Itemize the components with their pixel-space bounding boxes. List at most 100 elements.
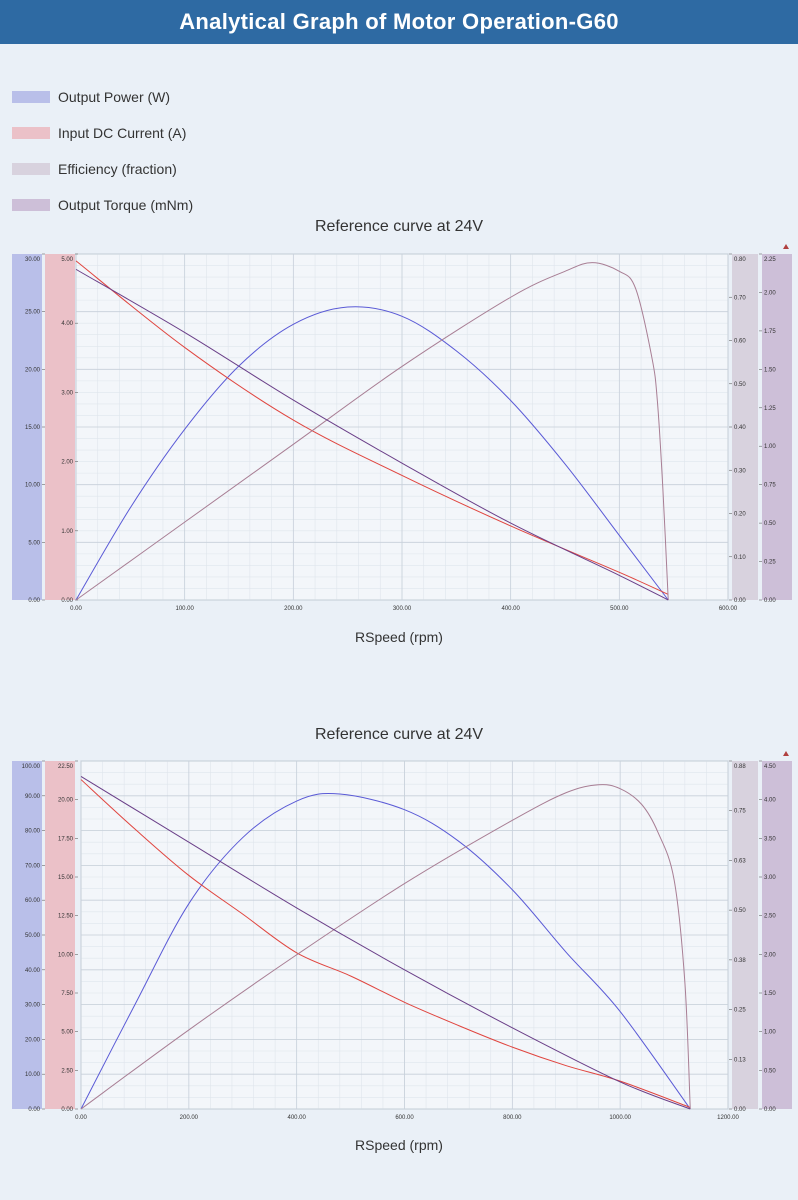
y-tick-label-efficiency: 0.00: [734, 598, 746, 604]
y-tick-label-current: 12.50: [58, 914, 74, 920]
y-tick-label-torque: 0.50: [764, 1068, 776, 1074]
y-tick-label-efficiency: 0.20: [734, 512, 746, 518]
y-tick-label-efficiency: 0.00: [734, 1107, 746, 1113]
x-tick-label: 1200.00: [717, 1115, 739, 1121]
chart-1-xlabel: RSpeed (rpm): [355, 629, 443, 645]
axis-band-power: [12, 761, 42, 1109]
y-tick-label-current: 1.00: [61, 529, 73, 535]
y-tick-label-current: 7.50: [61, 991, 73, 997]
y-tick-label-power: 40.00: [25, 968, 41, 974]
y-tick-label-current: 22.50: [58, 764, 74, 770]
series-line-power: [75, 306, 669, 601]
y-tick-label-power: 15.00: [25, 425, 41, 431]
y-tick-label-torque: 4.50: [764, 764, 776, 770]
y-tick-label-torque: 0.00: [764, 598, 776, 604]
y-tick-label-power: 20.00: [25, 367, 41, 373]
y-tick-label-power: 60.00: [25, 898, 41, 904]
series-line-current: [75, 260, 669, 595]
y-tick-label-torque: 1.00: [764, 1030, 776, 1036]
y-tick-label-efficiency: 0.13: [734, 1057, 746, 1063]
y-tick-label-torque: 0.25: [764, 560, 776, 566]
page-title: Analytical Graph of Motor Operation-G60: [179, 9, 619, 34]
y-tick-label-torque: 3.00: [764, 875, 776, 881]
y-tick-label-current: 17.50: [58, 836, 74, 842]
axis-band-current: [45, 761, 75, 1109]
legend-label: Output Power (W): [58, 89, 171, 105]
chart-2-title: Reference curve at 24V: [314, 726, 484, 743]
y-tick-label-torque: 1.25: [764, 406, 776, 412]
y-tick-label-torque: 1.50: [764, 991, 776, 997]
y-tick-label-torque: 2.25: [764, 257, 776, 263]
y-tick-label-torque: 4.00: [764, 798, 776, 804]
axis-band-torque: [762, 254, 792, 600]
y-tick-label-torque: 1.00: [764, 444, 776, 450]
y-tick-label-torque: 0.75: [764, 483, 776, 489]
y-tick-label-power: 25.00: [25, 310, 41, 316]
y-tick-label-efficiency: 0.50: [734, 382, 746, 388]
y-tick-label-efficiency: 0.60: [734, 339, 746, 345]
axis-band-efficiency: [732, 254, 758, 600]
y-tick-label-power: 70.00: [25, 863, 41, 869]
x-tick-label: 0.00: [70, 606, 82, 612]
series-line-efficiency: [80, 784, 691, 1110]
y-tick-label-efficiency: 0.63: [734, 858, 746, 864]
series-line-efficiency: [75, 262, 669, 601]
y-tick-label-power: 80.00: [25, 829, 41, 835]
x-tick-label: 300.00: [393, 606, 412, 612]
y-tick-label-efficiency: 0.25: [734, 1008, 746, 1014]
y-tick-label-current: 2.00: [61, 460, 73, 466]
y-tick-label-current: 15.00: [58, 875, 74, 881]
x-tick-label: 0.00: [75, 1115, 87, 1121]
y-tick-label-torque: 0.00: [764, 1107, 776, 1113]
y-tick-label-current: 10.00: [58, 952, 74, 958]
legend-swatch: [12, 163, 50, 175]
y-tick-label-current: 4.00: [61, 321, 73, 327]
legend-label: Input DC Current (A): [58, 125, 187, 141]
series-line-current: [80, 779, 691, 1108]
axis-band-current: [45, 254, 75, 600]
axis-band-torque: [762, 761, 792, 1109]
axis-band-efficiency: [732, 761, 758, 1109]
chart-1-plot: 0.00 100.00 200.00 300.00 400.00 500.00 600.00…: [12, 244, 792, 612]
legend-item-output-torque: Output Torque (mNm): [12, 196, 193, 214]
x-tick-label: 200.00: [180, 1115, 199, 1121]
legend-item-output-power: Output Power (W): [12, 88, 193, 106]
legend-swatch: [12, 91, 50, 103]
y-tick-label-efficiency: 0.40: [734, 425, 746, 431]
y-tick-label-current: 3.00: [61, 390, 73, 396]
y-tick-label-power: 30.00: [25, 257, 41, 263]
chart-2-xlabel: RSpeed (rpm): [355, 1137, 443, 1153]
x-tick-label: 1000.00: [609, 1115, 631, 1121]
chart-2-plot: 0.00 200.00 400.00 600.00 800.00 1000.00 1200.…: [12, 751, 792, 1121]
y-tick-label-efficiency: 0.70: [734, 295, 746, 301]
x-tick-label: 500.00: [610, 606, 629, 612]
y-tick-label-torque: 3.50: [764, 836, 776, 842]
y-tick-label-power: 10.00: [25, 483, 41, 489]
legend: Output Power (W) Input DC Current (A) Ef…: [12, 88, 193, 232]
y-tick-label-current: 5.00: [61, 257, 73, 263]
legend-swatch: [12, 199, 50, 211]
series-line-torque: [75, 268, 669, 601]
y-tick-label-current: 0.00: [61, 598, 73, 604]
y-tick-label-torque: 2.00: [764, 952, 776, 958]
y-tick-label-efficiency: 0.50: [734, 908, 746, 914]
x-tick-label: 400.00: [501, 606, 520, 612]
y-tick-label-power: 0.00: [28, 598, 40, 604]
y-tick-label-power: 100.00: [22, 764, 41, 770]
axis-band-power: [12, 254, 42, 600]
legend-item-input-current: Input DC Current (A): [12, 124, 193, 142]
y-tick-label-power: 90.00: [25, 794, 41, 800]
legend-label: Output Torque (mNm): [58, 197, 194, 213]
chart-1-title: Reference curve at 24V: [314, 218, 484, 235]
x-tick-label: 800.00: [503, 1115, 522, 1121]
y-tick-label-current: 2.50: [61, 1068, 73, 1074]
y-tick-label-power: 5.00: [28, 540, 40, 546]
y-tick-label-efficiency: 0.10: [734, 555, 746, 561]
y-tick-label-power: 30.00: [25, 1003, 41, 1009]
x-tick-label: 600.00: [719, 606, 738, 612]
page-header: Analytical Graph of Motor Operation-G60: [0, 0, 798, 44]
axis-marker-icon: [783, 244, 789, 249]
legend-label: Efficiency (fraction): [58, 161, 177, 177]
series-line-torque: [80, 776, 691, 1110]
y-tick-label-current: 5.00: [61, 1030, 73, 1036]
